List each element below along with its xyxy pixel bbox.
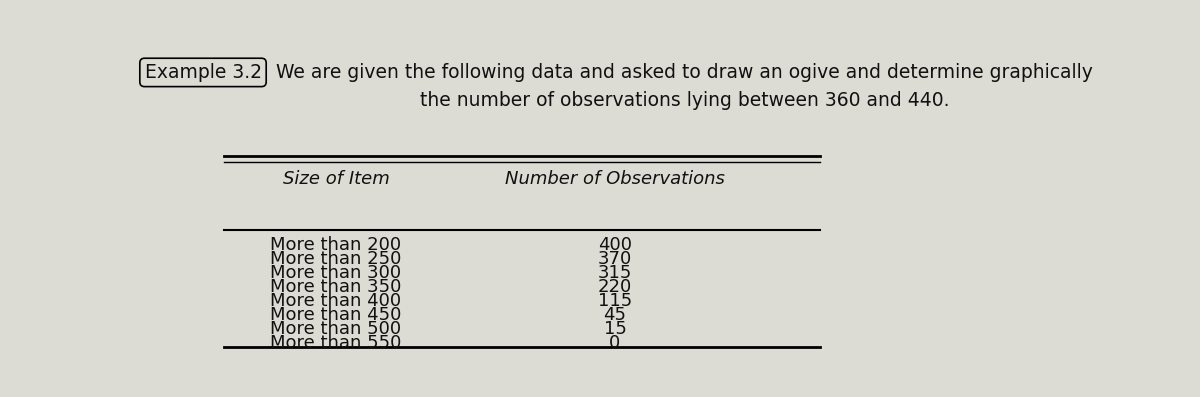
Text: More than 200: More than 200 bbox=[270, 236, 402, 254]
Text: 220: 220 bbox=[598, 278, 632, 296]
Text: More than 400: More than 400 bbox=[270, 292, 402, 310]
Text: More than 450: More than 450 bbox=[270, 306, 402, 324]
Text: Size of Item: Size of Item bbox=[283, 170, 389, 188]
Text: Number of Observations: Number of Observations bbox=[505, 170, 725, 188]
Text: More than 350: More than 350 bbox=[270, 278, 402, 296]
Text: More than 550: More than 550 bbox=[270, 334, 402, 352]
Text: Example 3.2: Example 3.2 bbox=[144, 63, 262, 82]
Text: 0: 0 bbox=[610, 334, 620, 352]
Text: More than 500: More than 500 bbox=[270, 320, 402, 338]
Text: More than 250: More than 250 bbox=[270, 250, 402, 268]
Text: 315: 315 bbox=[598, 264, 632, 282]
Text: More than 300: More than 300 bbox=[270, 264, 402, 282]
Text: 15: 15 bbox=[604, 320, 626, 338]
Text: We are given the following data and asked to draw an ogive and determine graphic: We are given the following data and aske… bbox=[276, 63, 1093, 110]
Text: 370: 370 bbox=[598, 250, 632, 268]
Text: 45: 45 bbox=[604, 306, 626, 324]
Text: 400: 400 bbox=[598, 236, 632, 254]
Text: 115: 115 bbox=[598, 292, 632, 310]
